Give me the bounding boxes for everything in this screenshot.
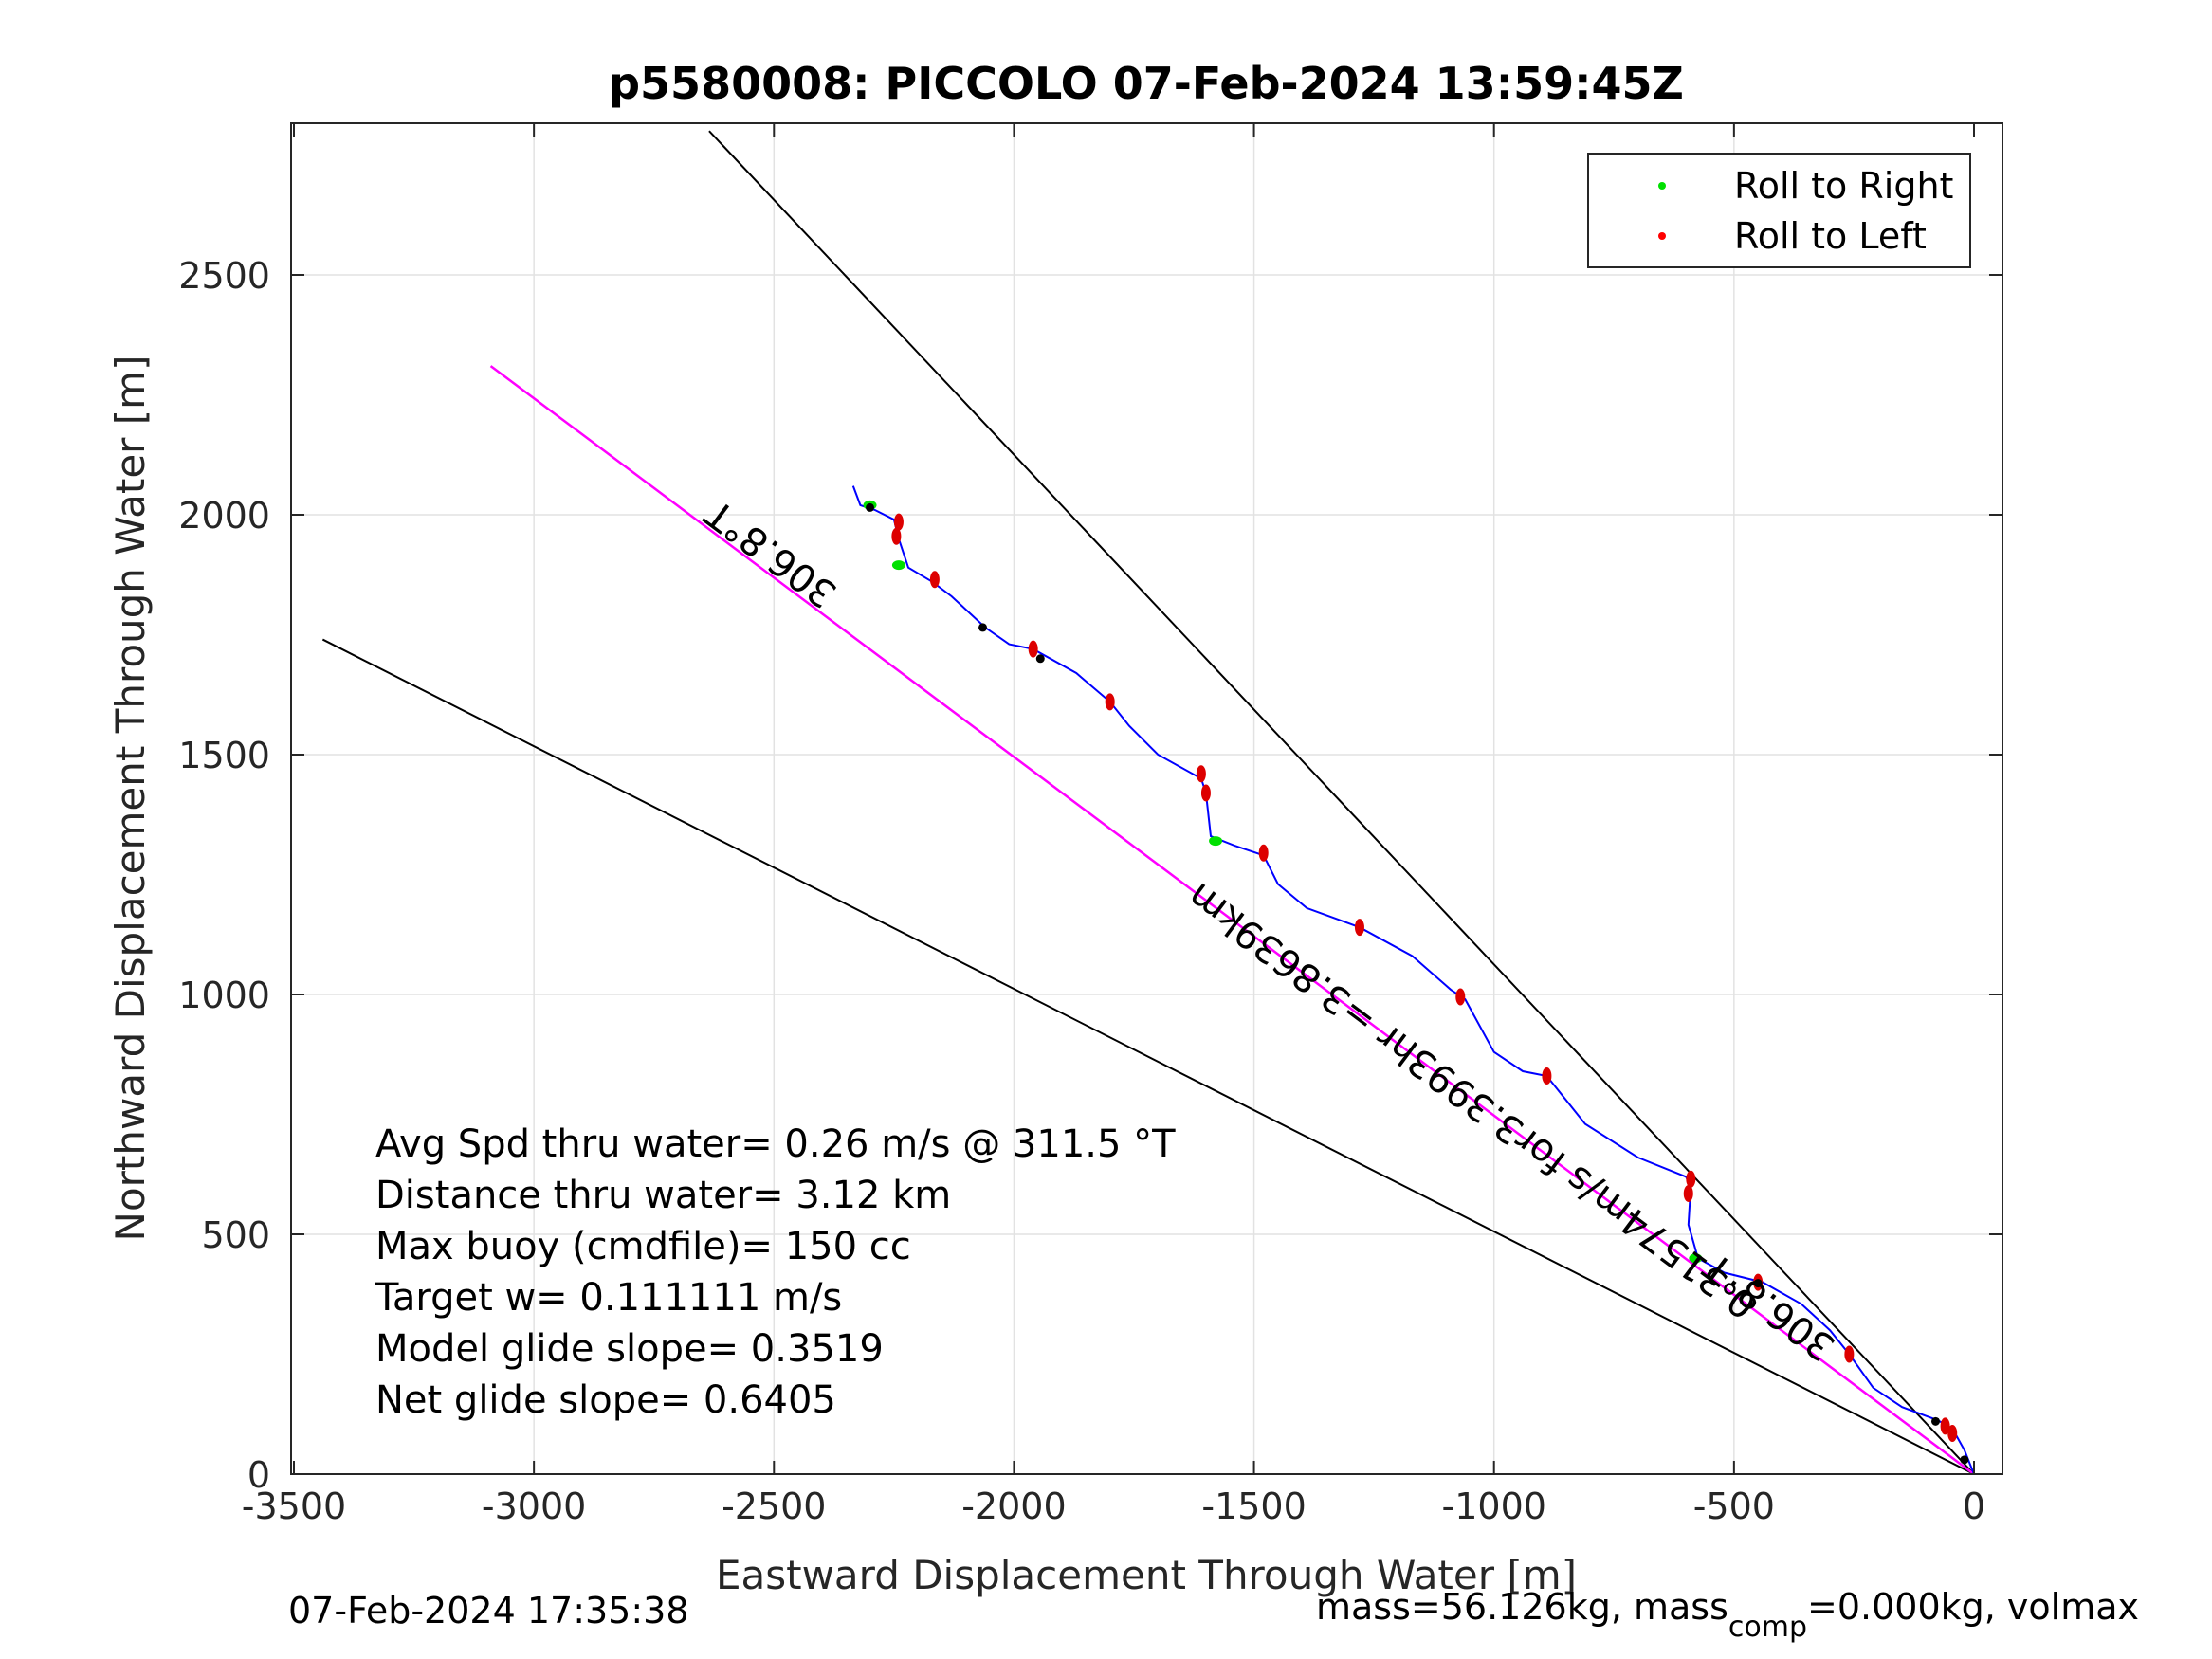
track-black-marker	[1035, 654, 1045, 664]
legend-marker-roll-left	[1658, 232, 1666, 240]
track-line	[851, 485, 1975, 1474]
roll-left-marker	[1455, 988, 1466, 1006]
legend-box	[1587, 153, 1971, 268]
legend-label-roll-right: Roll to Right	[1734, 165, 1953, 207]
roll-left-marker	[1200, 784, 1211, 802]
roll-left-marker	[1542, 1067, 1552, 1085]
track-black-marker	[1930, 1416, 1940, 1426]
roll-left-marker	[929, 571, 940, 589]
axis-ticks: -3500 -3000 -2500 -2000 -1500 -1000 -500 0 0 500 1…	[178, 123, 2002, 1527]
stats-line: Max buoy (cmdfile)= 150 cc	[375, 1225, 911, 1268]
track-black-marker	[866, 502, 875, 512]
roll-left-marker	[1947, 1424, 1958, 1442]
x-tick-label: 0	[1963, 1486, 1985, 1527]
envelope-line	[708, 130, 1975, 1474]
footer-mass: mass=56.126kg, masscomp=0.000kg, volmax	[1316, 1586, 2139, 1644]
stats-line: Net glide slope= 0.6405	[375, 1378, 836, 1422]
stats-block: Avg Spd thru water= 0.26 m/s @ 311.5 °T D…	[375, 1122, 1176, 1422]
reference-lines	[321, 130, 1975, 1474]
y-tick-label: 0	[247, 1454, 270, 1496]
roll-markers	[863, 500, 1969, 1465]
grid	[291, 123, 2002, 1474]
roll-left-marker	[891, 527, 902, 545]
x-axis-label: Eastward Displacement Through Water [m]	[716, 1552, 1577, 1598]
y-tick-label: 2500	[178, 255, 270, 297]
y-tick-label: 2000	[178, 495, 270, 537]
stats-line: Model glide slope= 0.3519	[375, 1327, 884, 1371]
roll-left-marker	[1354, 919, 1364, 937]
x-tick-label: -2500	[722, 1486, 826, 1527]
track-black-marker	[1753, 1279, 1763, 1288]
x-tick-label: -2000	[961, 1486, 1066, 1527]
legend-label-roll-left: Roll to Left	[1734, 215, 1927, 257]
track-black-marker	[1960, 1455, 1969, 1465]
roll-left-marker	[1105, 693, 1115, 711]
footer-date: 07-Feb-2024 17:35:38	[288, 1590, 689, 1632]
roll-left-marker	[1686, 1170, 1696, 1188]
footer-mass-prefix: mass=56.126kg, mass	[1316, 1586, 1728, 1628]
stats-line: Target w= 0.111111 m/s	[375, 1276, 842, 1320]
x-tick-label: -3500	[242, 1486, 346, 1527]
x-tick-label: -1000	[1442, 1486, 1546, 1527]
y-tick-label: 500	[201, 1214, 270, 1256]
roll-left-marker	[1196, 765, 1206, 783]
legend-marker-roll-right	[1658, 182, 1666, 190]
x-tick-label: -3000	[482, 1486, 586, 1527]
roll-right-marker	[891, 560, 905, 571]
envelope-line	[321, 638, 1975, 1474]
stats-line: Avg Spd thru water= 0.26 m/s @ 311.5 °T	[375, 1122, 1176, 1166]
x-tick-label: -1500	[1201, 1486, 1306, 1527]
footer-mass-subscript: comp	[1728, 1611, 1807, 1644]
chart-title: p5580008: PICCOLO 07-Feb-2024 13:59:45Z	[609, 58, 1684, 109]
legend: Roll to Right Roll to Left	[1587, 153, 1971, 268]
x-tick-label: -500	[1693, 1486, 1775, 1527]
roll-left-marker	[1028, 640, 1038, 658]
track-black-marker	[978, 623, 988, 632]
roll-left-marker	[1940, 1417, 1950, 1435]
roll-right-marker	[1209, 836, 1223, 847]
heading-line	[489, 365, 1975, 1474]
footer-mass-suffix: =0.000kg, volmax	[1807, 1586, 2139, 1628]
y-axis-label: Northward Displacement Through Water [m]	[107, 356, 154, 1242]
stats-line: Distance thru water= 3.12 km	[375, 1174, 951, 1217]
plot-area	[291, 123, 2002, 1474]
roll-right-marker	[1689, 1253, 1703, 1264]
y-tick-label: 1500	[178, 735, 270, 776]
y-tick-label: 1000	[178, 975, 270, 1016]
roll-left-marker	[1258, 844, 1269, 862]
roll-left-marker	[1683, 1184, 1693, 1202]
roll-left-marker	[893, 513, 904, 531]
roll-left-marker	[1844, 1345, 1855, 1363]
glider-track	[851, 485, 1975, 1474]
plot-frame	[290, 122, 2003, 1475]
